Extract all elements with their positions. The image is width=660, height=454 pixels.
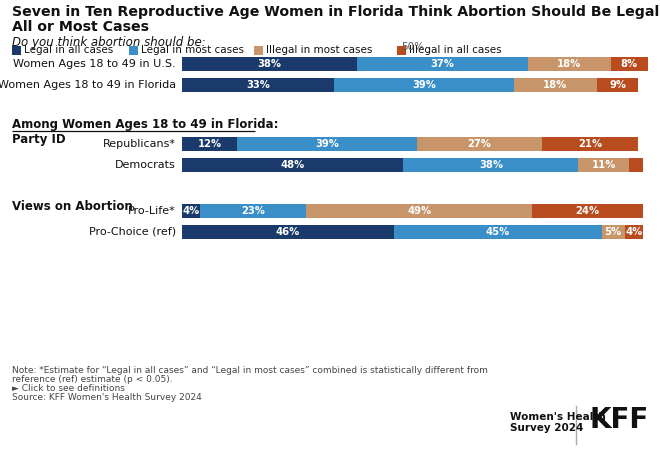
Bar (182, 57, 357, 71)
Text: 24%: 24% (576, 206, 600, 216)
Text: Illegal in all cases: Illegal in all cases (409, 45, 502, 55)
Bar (417, 137, 542, 151)
Bar (514, 78, 597, 92)
Bar (533, 204, 643, 218)
Text: 50%: 50% (401, 42, 424, 52)
Text: 8%: 8% (620, 59, 638, 69)
Text: 38%: 38% (257, 59, 282, 69)
Text: 5%: 5% (605, 227, 622, 237)
Bar (254, 45, 263, 54)
Bar (578, 158, 629, 172)
Text: Party ID: Party ID (12, 133, 65, 146)
Text: Source: KFF Women's Health Survey 2024: Source: KFF Women's Health Survey 2024 (12, 393, 202, 402)
Text: Legal in most cases: Legal in most cases (141, 45, 244, 55)
Text: Women Ages 18 to 49 in U.S.: Women Ages 18 to 49 in U.S. (13, 59, 176, 69)
Bar (357, 57, 528, 71)
Bar (182, 158, 403, 172)
Bar (397, 45, 406, 54)
Text: 23%: 23% (242, 206, 265, 216)
Text: 11%: 11% (591, 160, 616, 170)
Bar (629, 158, 643, 172)
Bar (394, 225, 601, 239)
Text: Among Women Ages 18 to 49 in Florida:: Among Women Ages 18 to 49 in Florida: (12, 118, 279, 131)
Bar (12, 45, 21, 54)
Text: 18%: 18% (557, 59, 581, 69)
Text: 48%: 48% (280, 160, 305, 170)
Bar (182, 225, 394, 239)
Text: Survey 2024: Survey 2024 (510, 423, 583, 433)
Text: 4%: 4% (625, 227, 642, 237)
Bar (182, 78, 334, 92)
Text: 39%: 39% (315, 139, 339, 149)
Text: 9%: 9% (609, 80, 626, 90)
Text: Legal in all cases: Legal in all cases (24, 45, 114, 55)
Text: Women's Health: Women's Health (510, 412, 606, 422)
Text: 18%: 18% (543, 80, 568, 90)
Bar (238, 137, 417, 151)
Text: Pro-Choice (ref): Pro-Choice (ref) (89, 227, 176, 237)
Text: reference (ref) estimate (p < 0.05).: reference (ref) estimate (p < 0.05). (12, 375, 173, 384)
Text: Women Ages 18 to 49 in Florida: Women Ages 18 to 49 in Florida (0, 80, 176, 90)
Bar (403, 158, 578, 172)
Text: All or Most Cases: All or Most Cases (12, 20, 149, 34)
Text: Seven in Ten Reproductive Age Women in Florida Think Abortion Should Be Legal in: Seven in Ten Reproductive Age Women in F… (12, 5, 660, 19)
Bar (528, 57, 610, 71)
Bar (597, 78, 638, 92)
Text: 39%: 39% (412, 80, 436, 90)
Text: KFF: KFF (590, 406, 649, 434)
Text: Democrats: Democrats (115, 160, 176, 170)
Bar (201, 204, 306, 218)
Text: Illegal in most cases: Illegal in most cases (266, 45, 372, 55)
Text: 21%: 21% (578, 139, 602, 149)
Text: 49%: 49% (407, 206, 432, 216)
Text: 4%: 4% (183, 206, 200, 216)
Bar (624, 225, 643, 239)
Text: ► Click to see definitions: ► Click to see definitions (12, 384, 125, 393)
Bar (601, 225, 624, 239)
Text: Do you think abortion should be:: Do you think abortion should be: (12, 36, 206, 49)
Text: Note: *Estimate for “Legal in all cases” and “Legal in most cases” combined is s: Note: *Estimate for “Legal in all cases”… (12, 366, 488, 375)
Text: 45%: 45% (486, 227, 510, 237)
Text: 37%: 37% (430, 59, 454, 69)
Bar (542, 137, 638, 151)
Text: 33%: 33% (246, 80, 270, 90)
Text: 46%: 46% (276, 227, 300, 237)
Bar (334, 78, 514, 92)
Text: 12%: 12% (197, 139, 222, 149)
Text: 27%: 27% (467, 139, 491, 149)
Bar (610, 57, 647, 71)
Bar (182, 137, 238, 151)
Bar (182, 204, 201, 218)
Text: Pro-Life*: Pro-Life* (128, 206, 176, 216)
Bar (129, 45, 138, 54)
Text: Views on Abortion: Views on Abortion (12, 200, 133, 213)
Bar (306, 204, 533, 218)
Text: Republicans*: Republicans* (103, 139, 176, 149)
Text: 38%: 38% (479, 160, 503, 170)
